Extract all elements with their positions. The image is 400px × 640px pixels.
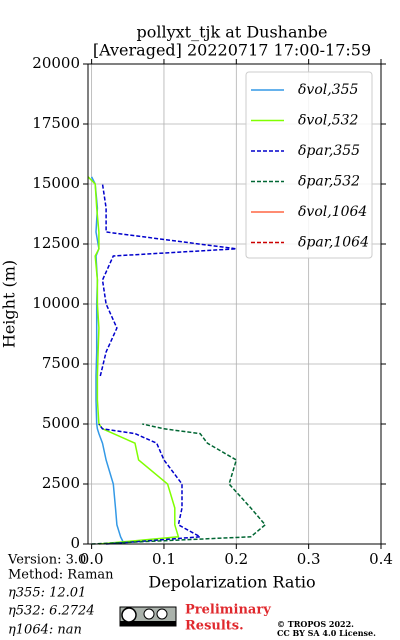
legend-label: δvol,532 (298, 113, 359, 129)
footer-info: η1064: nan (8, 623, 82, 638)
x-tick-label: 0.1 (152, 550, 176, 568)
legend-label: δpar,532 (298, 174, 360, 190)
y-axis-label: Height (m) (0, 260, 19, 348)
legend-label: δvol,355 (298, 82, 359, 98)
legend-label: δpar,1064 (298, 235, 369, 251)
x-tick-label: 0.0 (80, 550, 104, 568)
license-note: CC BY SA 4.0 License. (277, 628, 376, 638)
chart-title: pollyxt_tjk at Dushanbe (136, 23, 327, 42)
y-tick-label: 20000 (32, 54, 80, 72)
y-tick-label: 5000 (42, 414, 80, 432)
x-axis-label: Depolarization Ratio (148, 573, 315, 592)
preliminary-note: Results. (185, 619, 244, 634)
cc-badge (119, 606, 177, 627)
license-note: © TROPOS 2022. (277, 619, 354, 629)
y-tick-label: 0 (70, 534, 80, 552)
x-tick-label: 0.2 (224, 550, 248, 568)
footer-info: Version: 3.0 (7, 553, 86, 568)
y-tick-label: 10000 (32, 294, 80, 312)
footer-info: Method: Raman (8, 568, 114, 583)
y-tick-label: 15000 (32, 174, 80, 192)
profile-line (92, 376, 266, 544)
profile-line (98, 183, 237, 545)
profile-line (87, 176, 180, 545)
footer-info: η355: 12.01 (8, 586, 86, 601)
y-tick-label: 7500 (42, 354, 80, 372)
chart-subtitle: [Averaged] 20220717 17:00-17:59 (93, 41, 371, 60)
footer-info: η532: 6.2724 (8, 604, 95, 619)
legend-label: δvol,1064 (298, 204, 367, 220)
y-tick-label: 17500 (32, 114, 80, 132)
profile-line (90, 176, 125, 545)
legend-box (245, 71, 373, 259)
plot-frame (87, 63, 382, 545)
legend-label: δpar,355 (298, 143, 360, 159)
legend: δvol,355 δvol,532 δpar,355 δpar,532 δvol,106… (245, 71, 373, 259)
x-tick-label: 0.3 (297, 550, 321, 568)
y-tick-label: 12500 (32, 234, 80, 252)
y-tick-label: 2500 (42, 474, 80, 492)
preliminary-note: Preliminary (185, 603, 271, 618)
x-tick-label: 0.4 (369, 550, 393, 568)
